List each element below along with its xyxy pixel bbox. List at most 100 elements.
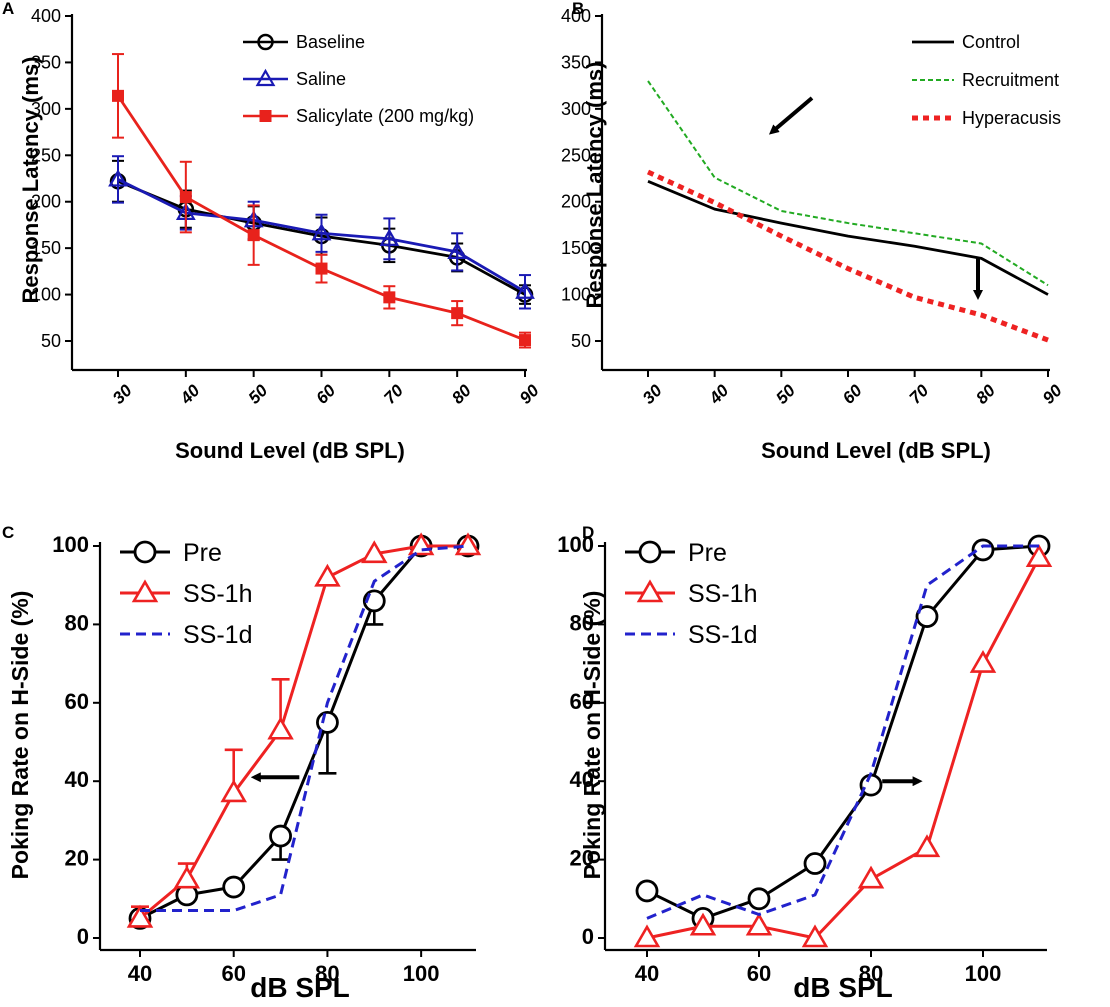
legend-label: Pre (183, 539, 222, 567)
legend-label: Control (962, 32, 1020, 52)
y-tick-label: 50 (571, 331, 591, 351)
data-point (969, 650, 997, 673)
data-point (222, 875, 246, 899)
x-axis-label: dB SPL (793, 972, 893, 1003)
annotation-arrow (768, 96, 814, 135)
y-axis-label: Response Latency (ms) (582, 62, 607, 309)
legend-marker (259, 110, 272, 122)
y-tick-label: 300 (31, 99, 61, 119)
annotations (768, 96, 983, 300)
y-tick-label: 150 (561, 238, 591, 258)
x-tick-label: 50 (245, 381, 272, 408)
y-tick-label: 80 (570, 610, 594, 635)
y-axis-label: Response Latency (ms) (18, 57, 43, 304)
x-tick-label: 80 (448, 381, 475, 408)
data-point (220, 779, 247, 803)
y-tick-label: 250 (31, 145, 61, 165)
data-point (519, 334, 531, 347)
x-tick-label: 60 (221, 961, 245, 986)
data-point (112, 89, 124, 102)
panel-b: B 50 100 150 200 250 300 350 400 30 40 50 60 70 80 90 So… (561, 0, 1066, 463)
x-tick-label: 100 (403, 961, 440, 986)
series-control (647, 179, 1049, 296)
data-point (633, 924, 661, 948)
legend-label: Pre (688, 539, 727, 567)
x-tick-label: 80 (859, 961, 883, 986)
y-tick-label: 20 (570, 846, 594, 871)
data-point (454, 532, 482, 556)
legend-label: SS-1h (688, 580, 757, 608)
legend-marker (255, 68, 276, 87)
y-tick-label: 100 (561, 285, 591, 305)
legend-marker (257, 33, 274, 51)
legend: Control Recruitment Hyperacusis (912, 32, 1061, 128)
data-point (269, 824, 292, 848)
legend-label: Baseline (296, 32, 365, 52)
series-line (647, 179, 1049, 296)
y-tick-label: 200 (31, 192, 61, 212)
legend-label: Recruitment (962, 70, 1059, 90)
legend-marker (131, 579, 159, 603)
y-tick-label: 100 (557, 532, 594, 557)
data-point (379, 228, 400, 246)
y-tick-label: 50 (41, 331, 61, 351)
y-tick-label: 300 (561, 99, 591, 119)
series-ss-1h (633, 544, 1053, 948)
x-tick-label: 60 (312, 381, 339, 408)
y-tick-label: 100 (52, 532, 89, 557)
data-point (447, 241, 468, 259)
data-point (689, 912, 717, 936)
legend-label: Hyperacusis (962, 108, 1061, 128)
data-point (915, 605, 939, 628)
x-tick-label: 30 (639, 381, 666, 408)
data-point (635, 879, 659, 903)
data-point (247, 229, 260, 242)
x-tick-label: 40 (705, 381, 733, 409)
series-salicylate-200-mg-kg- (112, 53, 531, 349)
y-tick-label: 0 (582, 924, 594, 949)
data-point (311, 223, 332, 241)
y-tick-label: 200 (561, 192, 591, 212)
data-point (451, 307, 464, 320)
legend: Pre SS-1h SS-1d (120, 539, 252, 649)
y-tick-label: 60 (570, 689, 594, 714)
legend-marker (133, 540, 157, 564)
x-tick-label: 40 (128, 961, 152, 986)
y-tick-label: 40 (65, 767, 89, 792)
y-tick-label: 80 (65, 610, 89, 635)
panel-a: A 50 100 150 200 250 300 350 400 30 40 50 60 70 80 90 So… (2, 0, 543, 463)
series-ss-1h (126, 532, 482, 928)
x-axis-label: Sound Level (dB SPL) (175, 438, 405, 463)
legend-label: SS-1d (688, 621, 757, 649)
y-tick-label: 350 (31, 52, 61, 72)
data-point (361, 540, 388, 564)
data-point (803, 852, 827, 875)
series-line (646, 557, 1041, 940)
legend-marker (638, 540, 662, 564)
series-ss-1d (646, 544, 1039, 920)
legend-label: SS-1d (183, 621, 252, 649)
x-tick-label: 90 (516, 381, 543, 408)
data-point (745, 912, 773, 936)
legend-label: Saline (296, 69, 346, 89)
data-point (515, 281, 535, 299)
x-tick-label: 80 (972, 381, 999, 408)
y-tick-label: 400 (561, 6, 591, 26)
data-point (747, 887, 771, 911)
legend-label: Salicylate (200 mg/kg) (296, 106, 474, 126)
y-tick-label: 250 (561, 145, 591, 165)
series-ss-1d (140, 544, 469, 913)
y-tick-label: 0 (77, 924, 89, 949)
series-recruitment (647, 80, 1049, 287)
x-tick-label: 70 (906, 381, 933, 408)
series-line (647, 80, 1049, 287)
data-point (314, 563, 341, 587)
series-line (646, 169, 1049, 343)
y-tick-label: 150 (31, 238, 61, 258)
data-point (179, 191, 192, 204)
data-point (857, 865, 885, 889)
y-axis-label: Poking Rate on H-Side (%) (7, 591, 33, 880)
x-tick-label: 50 (772, 381, 799, 408)
y-tick-label: 40 (570, 767, 594, 792)
